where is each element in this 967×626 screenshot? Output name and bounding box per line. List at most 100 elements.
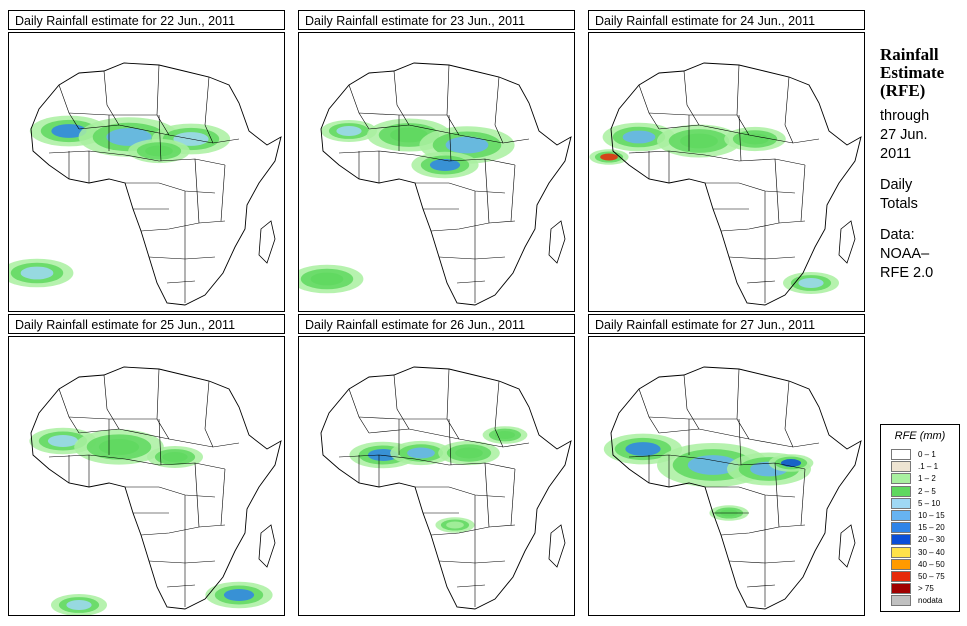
rainfall-map <box>588 32 865 312</box>
source-line2: RFE 2.0 <box>880 265 934 281</box>
country-border <box>220 164 226 222</box>
legend-swatch <box>891 522 911 534</box>
map-svg <box>320 366 572 610</box>
daily-label: Daily <box>880 177 913 193</box>
country-border <box>448 114 452 162</box>
country-border <box>683 374 700 430</box>
rainfall-area <box>310 272 344 286</box>
legend-label: 0 – 1 <box>918 450 936 459</box>
through-label: through <box>880 108 930 124</box>
map-svg <box>603 366 862 610</box>
country-border <box>705 182 796 194</box>
rainfall-area <box>625 442 661 456</box>
legend-label: 15 – 20 <box>918 523 945 533</box>
coastline <box>610 366 862 610</box>
country-border <box>746 584 776 588</box>
legend-swatch <box>891 571 911 582</box>
legend-swatch <box>891 485 911 497</box>
map-svg <box>9 62 282 306</box>
country-border <box>220 468 226 526</box>
country-border <box>158 418 162 466</box>
country-border <box>368 124 530 144</box>
country-border <box>438 256 506 260</box>
country-border <box>338 150 516 166</box>
side-title-line3: (RFE) <box>880 81 926 100</box>
country-border <box>103 374 120 430</box>
country-border <box>156 368 170 440</box>
country-border <box>658 124 820 144</box>
legend-label: 2 – 5 <box>918 486 936 496</box>
country-border <box>166 280 196 284</box>
panel-title: Daily Rainfall estimate for 26 Jun., 201… <box>298 314 575 334</box>
rainfall-area <box>455 447 483 459</box>
rainfall-area <box>429 159 461 171</box>
country-border <box>148 256 216 260</box>
rainfall-area <box>390 127 428 143</box>
country-border <box>194 158 200 224</box>
rainfall-area <box>494 431 516 439</box>
legend-swatch <box>891 473 911 485</box>
legend-label: 40 – 50 <box>918 559 945 569</box>
legend-label: 5 – 10 <box>918 498 941 508</box>
legend-label: 20 – 30 <box>918 535 945 545</box>
country-border <box>456 280 486 284</box>
country-border <box>648 416 737 420</box>
country-border <box>510 164 516 222</box>
coastline <box>30 366 282 610</box>
coastline <box>30 62 282 306</box>
country-border <box>68 112 157 116</box>
side-daily: Daily Totals <box>880 176 965 214</box>
country-border <box>48 150 226 166</box>
country-border <box>438 560 506 564</box>
rainfall-area <box>20 266 54 280</box>
legend-swatch <box>891 534 911 546</box>
panel-title: Daily Rainfall estimate for 22 Jun., 201… <box>8 10 285 30</box>
legend-swatch <box>891 510 911 521</box>
rainfall-area <box>445 136 489 154</box>
country-border <box>658 428 820 448</box>
country-border <box>728 560 796 564</box>
rainfall-area <box>145 145 173 157</box>
legend-swatch <box>891 595 911 607</box>
country-border <box>204 76 214 144</box>
side-data: Data: NOAA– RFE 2.0 <box>880 226 965 283</box>
country-border <box>125 182 216 194</box>
coastline <box>610 62 862 306</box>
panel-title: Daily Rainfall estimate for 27 Jun., 201… <box>588 314 865 334</box>
country-border <box>58 388 80 434</box>
madagascar-outline <box>548 220 566 264</box>
madagascar-outline <box>258 524 276 568</box>
rainfall-area <box>336 126 362 136</box>
madagascar-outline <box>258 220 276 264</box>
country-border <box>446 64 460 136</box>
legend-label: nodata <box>918 596 943 606</box>
panel-title: Daily Rainfall estimate for 24 Jun., 201… <box>588 10 865 30</box>
country-border <box>393 70 410 126</box>
madagascar-outline <box>838 524 856 568</box>
map-svg <box>29 366 282 615</box>
legend-swatch <box>891 497 911 509</box>
rainfall-area <box>780 459 802 467</box>
legend-label: 30 – 40 <box>918 547 945 557</box>
country-border <box>705 486 796 498</box>
country-border <box>166 584 196 588</box>
country-border <box>628 150 806 166</box>
legend-swatch <box>891 583 911 595</box>
country-border <box>140 524 226 536</box>
country-border <box>358 416 447 420</box>
rainfall-map <box>588 336 865 616</box>
country-border <box>728 256 796 260</box>
map-panel: Daily Rainfall estimate for 25 Jun., 201… <box>8 314 285 616</box>
side-through: through 27 Jun. 2011 <box>880 107 965 164</box>
country-border <box>784 76 794 144</box>
date-line2: 2011 <box>880 146 912 162</box>
map-panel: Daily Rainfall estimate for 24 Jun., 201… <box>588 10 865 312</box>
data-label: Data: <box>880 227 915 243</box>
country-border <box>638 388 660 434</box>
country-border <box>68 416 157 420</box>
side-title-line2: Estimate <box>880 63 945 82</box>
panel-title: Daily Rainfall estimate for 23 Jun., 201… <box>298 10 575 30</box>
source-line1: NOAA– <box>880 246 930 262</box>
map-panel: Daily Rainfall estimate for 27 Jun., 201… <box>588 314 865 616</box>
country-border <box>720 220 806 232</box>
